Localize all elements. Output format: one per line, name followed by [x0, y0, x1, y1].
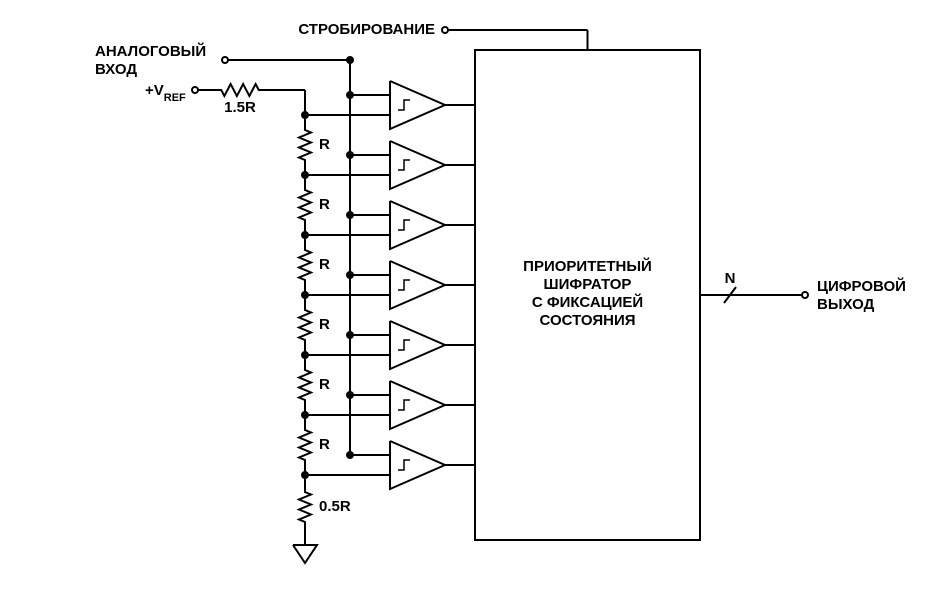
label-vref: +VREF: [145, 82, 186, 104]
label-r: R: [319, 256, 330, 273]
label-r: R: [319, 136, 330, 153]
label-encoder-4: СОСТОЯНИЯ: [539, 312, 635, 329]
label-r-top: 1.5R: [224, 99, 256, 116]
label-encoder-2: ШИФРАТОР: [544, 276, 632, 293]
label-encoder-3: С ФИКСАЦИЕЙ: [532, 293, 643, 311]
label-r-bot: 0.5R: [319, 498, 351, 515]
label-strobe: СТРОБИРОВАНИЕ: [298, 21, 435, 38]
label-encoder-1: ПРИОРИТЕТНЫЙ: [523, 257, 652, 275]
label-digital-2: ВЫХОД: [817, 296, 875, 313]
label-n: N: [725, 270, 736, 287]
label-digital-1: ЦИФРОВОЙ: [817, 277, 906, 295]
label-analog-1: АНАЛОГОВЫЙ: [95, 42, 206, 60]
label-r: R: [319, 436, 330, 453]
label-analog-2: ВХОД: [95, 61, 137, 78]
label-r: R: [319, 316, 330, 333]
label-r: R: [319, 376, 330, 393]
svg-text:+VREF: +VREF: [145, 82, 186, 104]
label-r: R: [319, 196, 330, 213]
